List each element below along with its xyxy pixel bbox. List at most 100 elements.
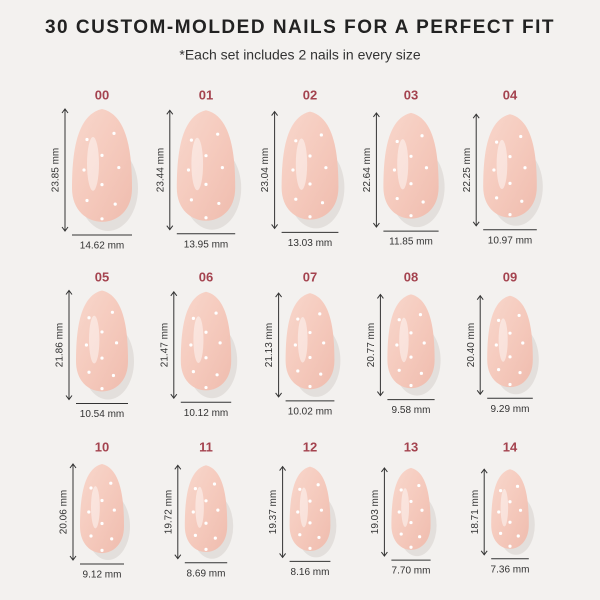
nail-highlight	[498, 318, 508, 362]
height-label: 19.72 mm	[163, 490, 174, 534]
nail-dot	[409, 520, 413, 525]
height-label: 22.25 mm	[462, 148, 473, 192]
nail-grid: 00 23.85 mm 14.62 mm 01 23.44 mm 13.95 mm 02 23…	[51, 87, 543, 581]
nail-dot	[399, 488, 403, 492]
nail-dot	[114, 341, 119, 345]
nail-dot	[517, 313, 521, 318]
nail-dot	[395, 343, 399, 347]
arrow-head	[170, 290, 178, 297]
nail-dot	[189, 343, 193, 347]
nail-dot	[85, 137, 89, 142]
nail-dot	[100, 548, 104, 553]
nail	[281, 111, 339, 220]
nail-dot	[294, 139, 298, 143]
nail-dot	[518, 508, 523, 512]
nail-dot	[520, 199, 524, 203]
nail-dot	[298, 533, 302, 537]
width-label: 10.54 mm	[80, 409, 124, 420]
nail-dot	[100, 217, 104, 221]
arrow-head	[174, 464, 182, 470]
size-label: 10	[95, 439, 109, 454]
nail-dot	[212, 482, 217, 486]
nail-dot	[216, 508, 220, 512]
nail-dot	[191, 316, 195, 320]
size-label: 05	[95, 269, 109, 284]
nail-highlight	[496, 139, 508, 189]
nail-dot	[497, 368, 501, 372]
nail-dot	[100, 498, 104, 503]
arrow-head	[271, 224, 278, 230]
nail-dot	[395, 139, 399, 144]
nail-dot	[293, 343, 297, 347]
nail-highlight	[399, 317, 409, 363]
width-label: 11.85 mm	[389, 237, 433, 248]
nail-dot	[215, 373, 219, 377]
width-label: 9.12 mm	[83, 570, 122, 581]
nail	[383, 112, 439, 219]
nail-highlight	[401, 488, 410, 527]
width-label: 13.03 mm	[288, 238, 332, 249]
nail-dot	[521, 341, 525, 345]
width-label: 10.97 mm	[488, 235, 532, 246]
nail	[289, 466, 331, 551]
size-label: 12	[303, 439, 317, 454]
title: 30 CUSTOM-MOLDED NAILS FOR A PERFECT FIT	[45, 17, 555, 38]
size-label: 01	[199, 87, 213, 102]
nail-dot	[111, 373, 116, 378]
nail-highlight	[295, 138, 308, 190]
nail-dot	[419, 371, 423, 375]
width-label: 8.16 mm	[291, 567, 330, 578]
nail-highlight	[191, 137, 204, 191]
nail	[76, 290, 128, 392]
arrow-head	[480, 468, 488, 474]
nail-dot	[204, 521, 208, 525]
nail-dot	[84, 343, 88, 347]
nail-dot	[204, 499, 208, 503]
arrow-head	[174, 554, 182, 560]
nail-dot	[204, 547, 208, 551]
nail-dot	[100, 153, 104, 157]
nail	[176, 110, 236, 221]
nail-dot	[87, 316, 91, 320]
nail-dot	[213, 536, 217, 540]
nail-dot	[217, 201, 221, 206]
nail-dot	[191, 510, 195, 514]
arrow-head	[69, 463, 77, 469]
nail-dot	[204, 385, 208, 390]
nail-dot	[409, 331, 413, 335]
nail-dot	[409, 499, 413, 504]
nail	[387, 294, 435, 389]
size-label: 00	[95, 87, 109, 102]
width-label: 10.02 mm	[288, 407, 332, 418]
nail-highlight	[89, 315, 100, 364]
nail-dot	[499, 489, 503, 493]
nail-dot	[294, 197, 298, 201]
nail-dot	[508, 181, 512, 185]
nail-dot	[110, 310, 114, 314]
nail-dot	[495, 196, 499, 200]
height-label: 23.04 mm	[260, 148, 271, 192]
arrow-head	[61, 108, 69, 114]
nail-highlight	[87, 137, 99, 191]
height-label: 23.44 mm	[155, 148, 166, 192]
size-label: 06	[199, 269, 213, 284]
arrow-head	[275, 392, 282, 398]
nail-dot	[508, 500, 512, 504]
nail-dot	[214, 311, 218, 315]
nail-dot	[296, 317, 300, 321]
nail-dot	[397, 510, 401, 514]
arrow-head	[476, 390, 484, 396]
arrow-head	[373, 222, 380, 228]
nail-dot	[100, 330, 104, 334]
nail-dot	[319, 372, 323, 376]
nail-dot	[409, 182, 413, 186]
height-label: 21.47 mm	[159, 323, 170, 367]
size-label: 02	[303, 87, 317, 102]
width-label: 14.62 mm	[80, 241, 124, 252]
size-label: 04	[503, 87, 518, 102]
arrow-head	[476, 294, 484, 300]
nail-dot	[494, 343, 498, 347]
nail-dot	[420, 134, 424, 138]
nail-dot	[100, 387, 104, 391]
